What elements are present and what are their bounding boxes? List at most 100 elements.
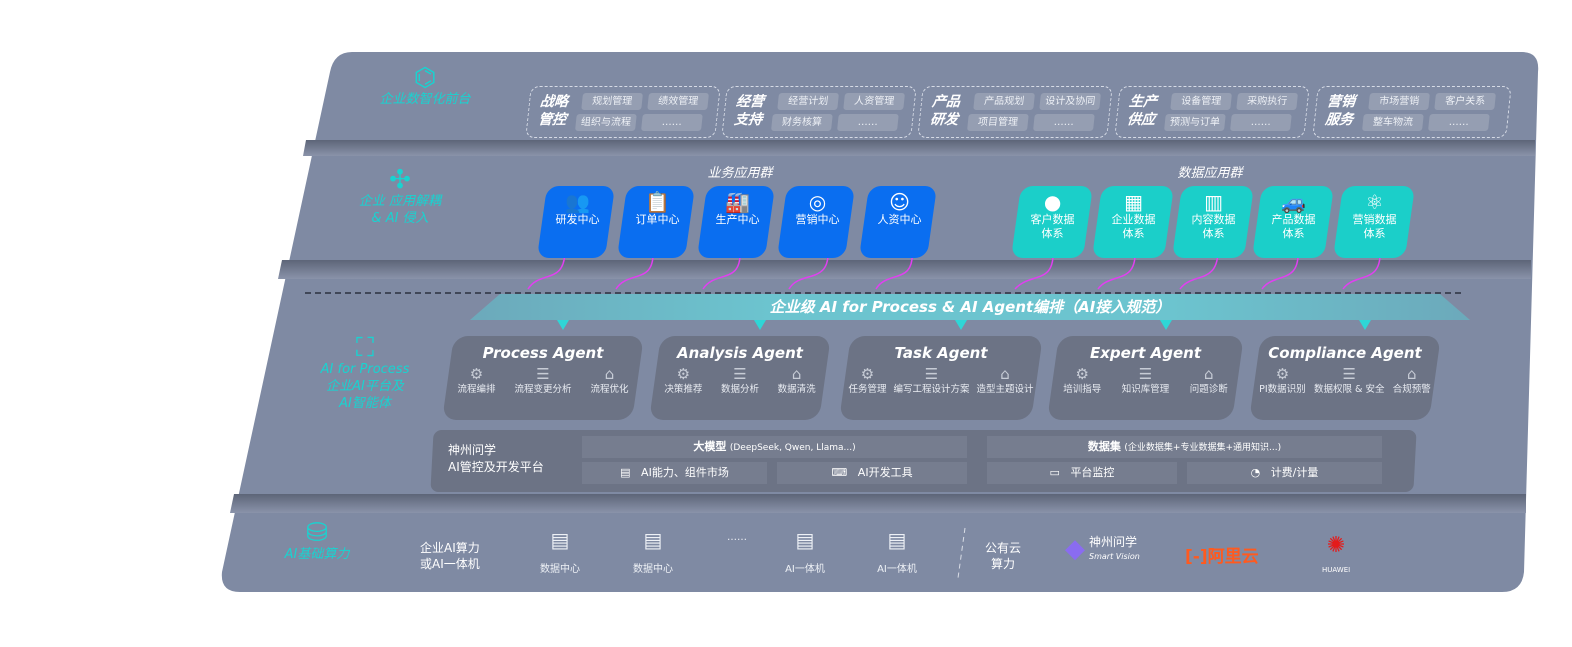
agent-title: Analysis Agent [677,344,803,362]
module-chip[interactable]: 产品规划 [973,93,1035,110]
platform-monitor-cell[interactable]: ▭ 平台监控 [987,462,1177,484]
molecule-icon: ✣ [389,165,411,195]
module-chip[interactable]: 整车物流 [1362,114,1424,131]
agent-inner: Analysis Agent ⚙ 决策推荐 ☰ 数据分析 ⌂ 数据清洗 [655,336,825,420]
module-chip[interactable]: 人资管理 [843,93,905,110]
layer-frontend-title: 企业数智化前台 [379,92,471,107]
server-label: …… [727,532,747,543]
module-chip[interactable]: 采购执行 [1236,93,1298,110]
group-title-line: 产品 [931,94,961,110]
data-apps-title: 数据应用群 [1177,166,1243,181]
module-chip[interactable]: …… [1230,114,1292,131]
business-app-card[interactable]: ☺ 人资中心 [858,186,938,258]
data-app-card[interactable]: ● 客户数据 体系 [1010,186,1094,258]
arrow-down-icon [1359,320,1371,330]
agent-feature[interactable]: ☰ 编写工程设计方案 [893,365,970,396]
module-chip[interactable]: 客户关系 [1434,93,1496,110]
feature-label: 问题诊断 [1189,384,1228,395]
factory-icon: 🏭 [725,190,750,214]
business-app-card[interactable]: ◎ 营销中心 [776,186,856,258]
group-title-line: 生产 [1128,94,1158,110]
module-chip[interactable]: 规划管理 [581,93,643,110]
car-icon: 🚙 [1281,190,1307,214]
dev-tools-icon: ⌨ [831,466,851,479]
feature-icon: ⌂ [1203,365,1214,383]
agent-card[interactable]: Task Agent ⚙ 任务管理 ☰ 编写工程设计方案 ⌂ 造型主题设计 [839,336,1043,420]
agent-feature[interactable]: ⌂ 造型主题设计 [976,365,1033,396]
server-item: ▤ AI一体机 [872,528,922,575]
dataset-label: 数据集 [1087,440,1121,453]
agent-feature[interactable]: ⚙ 培训指导 [1063,365,1101,396]
server-label: 数据中心 [633,564,673,575]
agent-feature[interactable]: ☰ 流程变更分析 [514,365,571,396]
agent-feature[interactable]: ⚙ PI数据识别 [1259,365,1306,396]
database-icon: ⛁ [306,518,328,548]
cell-label: AI开发工具 [857,466,913,479]
business-app-card[interactable]: 🏭 生产中心 [696,186,776,258]
layer-ai-label: ⛶ AI for Process 企业AI平台及 AI智能体 [300,335,430,412]
group-title: 产品 研发 [929,93,961,129]
card-content: ▦ 企业数据 体系 [1098,190,1170,241]
data-app-card[interactable]: ⚛ 营销数据 体系 [1332,186,1416,258]
module-chip[interactable]: 组织与流程 [575,114,637,131]
module-chip[interactable]: …… [1033,114,1095,131]
agent-feature[interactable]: ⚙ 决策推荐 [664,365,702,396]
ai-dev-tools-cell[interactable]: ⌨ AI开发工具 [777,462,967,484]
module-chip[interactable]: 经营计划 [777,93,839,110]
module-chip[interactable]: 预测与订单 [1164,114,1226,131]
agent-feature[interactable]: ⚙ 任务管理 [848,365,886,396]
feature-icon: ☰ [1342,365,1356,383]
data-app-card[interactable]: ▥ 内容数据 体系 [1171,186,1255,258]
group-title: 生产 供应 [1126,93,1158,129]
smartvision-cn: 神州问学 [1089,535,1138,549]
agent-card[interactable]: Compliance Agent ⚙ PI数据识别 ☰ 数据权限 & 安全 ⌂ 合规预警 [1249,336,1441,420]
group-title: 战略 管控 [537,93,569,129]
agent-feature[interactable]: ☰ 数据分析 [721,365,759,396]
module-chip[interactable]: 财务核算 [771,114,833,131]
card-label-line: 体系 [1202,227,1225,240]
agent-card[interactable]: Expert Agent ⚙ 培训指导 ☰ 知识库管理 ⌂ 问题诊断 [1047,336,1244,420]
agent-feature[interactable]: ⌂ 问题诊断 [1189,365,1228,396]
module-chip[interactable]: 项目管理 [967,114,1029,131]
card-label: 人资中心 [877,213,922,226]
agent-feature[interactable]: ⌂ 数据清洗 [777,365,816,396]
feature-icon: ⚙ [469,365,484,383]
agent-feature[interactable]: ⌂ 合规预警 [1392,365,1431,396]
module-chip[interactable]: 设备管理 [1170,93,1232,110]
agent-feature[interactable]: ⌂ 流程优化 [590,365,628,396]
agent-feature[interactable]: ☰ 知识库管理 [1122,365,1170,396]
billing-cell[interactable]: ◔ 计费/计量 [1187,462,1382,484]
business-app-card[interactable]: 📋 订单中心 [616,186,696,258]
clipboard-icon: 📋 [645,190,670,214]
business-app-card[interactable]: 👥 研发中心 [536,186,616,258]
feature-label: 数据清洗 [777,384,816,395]
agent-feature[interactable]: ☰ 数据权限 & 安全 [1314,365,1384,396]
module-chip[interactable]: …… [837,114,899,131]
data-app-card[interactable]: 🚙 产品数据 体系 [1251,186,1335,258]
module-chip[interactable]: 设计及协同 [1039,93,1101,110]
agent-card[interactable]: Analysis Agent ⚙ 决策推荐 ☰ 数据分析 ⌂ 数据清洗 [649,336,831,420]
card-label-line: 体系 [1122,227,1145,240]
feature-label: 合规预警 [1392,384,1431,395]
layer-apps-line1: 企业 应用解耦 [358,194,442,209]
module-chip[interactable]: 市场营销 [1368,93,1430,110]
feature-label: 编写工程设计方案 [893,384,970,395]
user-icon: ● [1043,190,1062,214]
cell-label: AI能力、组件市场 [641,466,729,479]
card-label-line: 企业数据 [1111,213,1156,226]
module-chip[interactable]: …… [1428,114,1490,131]
module-chip[interactable]: …… [641,114,703,131]
enterprise-compute-label: 企业AI算力 或AI一体机 [420,540,480,572]
agent-feature[interactable]: ⚙ 流程编排 [457,365,495,396]
agent-inner: Process Agent ⚙ 流程编排 ☰ 流程变更分析 ⌂ 流程优化 [448,336,638,420]
group-title-line: 研发 [929,112,959,128]
agent-title: Compliance Agent [1268,344,1422,362]
module-chip[interactable]: 绩效管理 [647,93,709,110]
agent-card[interactable]: Process Agent ⚙ 流程编排 ☰ 流程变更分析 ⌂ 流程优化 [442,336,644,420]
card-label: 内容数据 体系 [1192,213,1236,240]
data-app-card[interactable]: ▦ 企业数据 体系 [1091,186,1175,258]
ai-market-cell[interactable]: ▤ AI能力、组件市场 [582,462,767,484]
books-icon: ▥ [1204,190,1224,214]
aliyun-bracket-icon: [-] [1185,547,1208,567]
feature-icon: ⌂ [1000,365,1010,383]
